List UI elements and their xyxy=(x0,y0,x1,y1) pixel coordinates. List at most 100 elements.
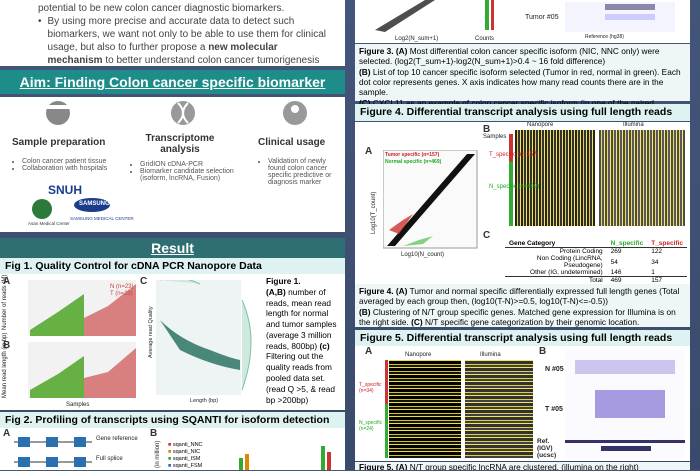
aim-heading: Transcriptome analysis xyxy=(145,133,215,155)
decoration xyxy=(74,457,86,467)
text: Total xyxy=(588,277,603,284)
fig-title: Fig 1. Quality Control for cDNA PCR Nano… xyxy=(0,258,345,274)
fig-title: Fig 2. Profiling of transcripts using SQ… xyxy=(0,412,345,428)
fig2-bars xyxy=(239,446,331,470)
decoration: ■ sqanti_NNC xyxy=(168,442,203,449)
text: B xyxy=(3,340,11,351)
decoration: Non Coding (LincRNA, Pseudogene) 54 34 xyxy=(505,255,687,269)
decoration xyxy=(156,280,241,395)
decoration xyxy=(30,356,84,398)
text: Gene Category xyxy=(509,240,556,247)
text: sqanti_NIC xyxy=(172,449,201,456)
fig4-panel: A B C Tumor specific (n=157) Normal spec… xyxy=(355,122,690,284)
text: sqanti_ISM xyxy=(172,456,201,463)
text: Log10(T_count) xyxy=(371,191,377,234)
text: new molecular mechanism xyxy=(47,42,278,66)
abs: Transcriptome analysis GridION cDNA-PCRB… xyxy=(130,133,240,182)
text: 54 xyxy=(610,258,618,266)
text: (A) xyxy=(395,286,408,296)
text: Figure 4. xyxy=(359,286,394,296)
text: Illumina xyxy=(480,352,501,358)
decoration xyxy=(403,236,433,246)
decoration xyxy=(387,154,475,246)
text: Gene reference xyxy=(96,436,138,442)
text: B xyxy=(483,124,491,135)
text: N/T group specific lncRNA are clustered.… xyxy=(409,462,639,470)
fig1-panel: A B C Number of reads (M) Mean read leng… xyxy=(0,274,345,410)
decoration xyxy=(575,360,675,374)
heat xyxy=(599,130,685,226)
decoration xyxy=(46,101,70,125)
text: Tumor #05 xyxy=(525,14,559,21)
decoration xyxy=(46,457,58,467)
decoration: ■ sqanti_NIC xyxy=(168,449,203,456)
aim-heading: Sample preparation xyxy=(12,137,106,148)
decoration xyxy=(46,437,58,447)
fig-title: Figure 4. Differential transcript analys… xyxy=(355,104,690,121)
decoration: ■ xyxy=(168,449,172,456)
decoration xyxy=(321,446,325,470)
text: Filtering out the quality reads from poo… xyxy=(266,351,335,405)
fig1-density xyxy=(156,280,252,395)
text: Reference (hg38) xyxy=(585,34,624,40)
text: 122 xyxy=(651,248,663,255)
text: (in million) xyxy=(155,440,161,468)
text: Samples xyxy=(66,402,90,408)
decoration xyxy=(595,390,665,418)
text: Illumina xyxy=(623,122,644,128)
text: Log2(N_sum+1) xyxy=(395,36,439,42)
logo: SAMSUNG xyxy=(79,201,110,207)
text: Full splice xyxy=(96,456,123,462)
text: N #05 xyxy=(545,366,564,373)
text: T (n=23) xyxy=(110,291,133,297)
decoration xyxy=(74,198,110,212)
fig3-caption: Figure 3. (A) Most differential colon ca… xyxy=(355,44,690,118)
aim-title: Aim: Finding Colon cancer specific bioma… xyxy=(0,70,345,94)
text: Normal specific (n=469) xyxy=(385,159,442,165)
text: 1 xyxy=(651,269,655,276)
text: (B) xyxy=(359,306,371,317)
text: Most differential colon cancer specific … xyxy=(359,46,660,67)
text: Figure 1. xyxy=(266,276,301,286)
text: T_specific (n=157) xyxy=(489,152,539,158)
decoration xyxy=(177,102,189,124)
decoration xyxy=(84,348,136,398)
text: A xyxy=(365,146,373,157)
text: sqanti_FSM xyxy=(172,463,203,470)
heat2 xyxy=(389,360,461,458)
abs xyxy=(385,360,388,458)
fig-title: Figure 5. Differential transcript analys… xyxy=(355,330,690,346)
decoration xyxy=(18,437,30,447)
text: (C) xyxy=(411,317,423,328)
heat xyxy=(515,130,595,226)
text: 157 xyxy=(651,277,663,284)
result-title: Result xyxy=(0,238,345,258)
text: number of reads, mean read length for no… xyxy=(266,286,337,351)
logo: SAMSUNG MEDICAL CENTER xyxy=(70,216,134,221)
text: Tumor specific (n=157) xyxy=(385,152,440,158)
text: Nanopore xyxy=(405,352,432,358)
decoration: ■ sqanti_ISM xyxy=(168,456,203,463)
text: 34 xyxy=(651,258,659,266)
text: Protein Coding xyxy=(559,248,603,255)
text: B xyxy=(150,428,158,439)
fig4-caption: Figure 4. (A) Tumor and normal specific … xyxy=(355,284,690,327)
text: Figure 3. xyxy=(359,46,394,56)
decoration: Total 469 157 xyxy=(505,276,687,284)
text: List of top 10 cancer specific isoform s… xyxy=(359,66,681,98)
decoration xyxy=(160,280,201,285)
fig2-diagram xyxy=(14,437,92,467)
decoration: GridION cDNA-PCRBiomarker candidate sele… xyxy=(130,161,240,182)
text: By using more precise and accurate data … xyxy=(47,16,326,53)
text: Samples xyxy=(483,134,507,140)
decoration xyxy=(239,458,243,470)
text: 146 xyxy=(610,269,622,276)
decoration xyxy=(30,294,84,336)
text: N_specific xyxy=(610,240,644,247)
abs: Clinical usage Validation of newly found… xyxy=(258,137,338,186)
abs xyxy=(509,134,513,226)
text: Average read Quality xyxy=(148,306,154,358)
text: Collaboration with hospitals xyxy=(22,165,122,172)
decoration xyxy=(601,446,651,451)
logo: Asan Medical Center xyxy=(28,221,70,226)
